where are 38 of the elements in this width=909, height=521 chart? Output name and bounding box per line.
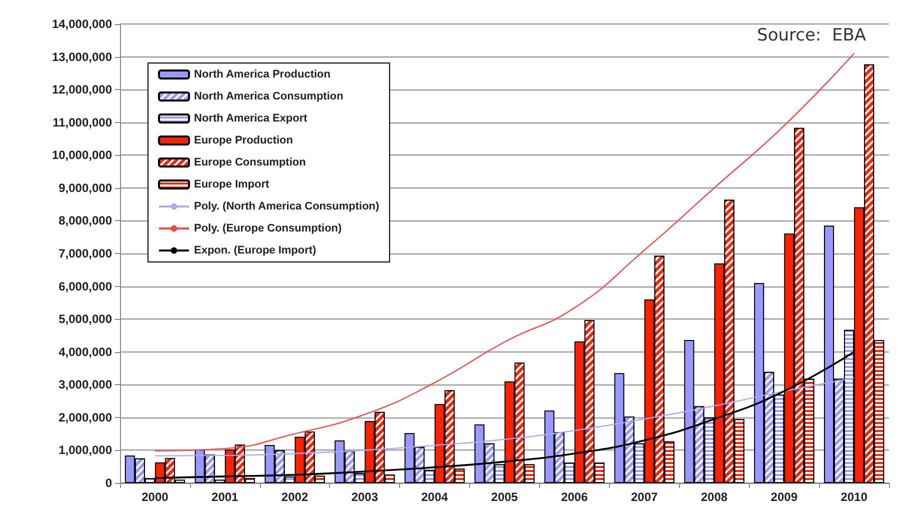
x-tick-label: 2008	[700, 490, 728, 504]
x-tick-label: 2007	[630, 490, 658, 504]
y-tick-label: 10,000,000	[52, 148, 112, 162]
x-tick-label: 2000	[142, 490, 169, 504]
legend-label: Europe Consumption	[194, 156, 306, 168]
line-series	[154, 377, 855, 456]
legend-label: Europe Import	[194, 178, 270, 190]
x-tick-label: 2003	[351, 490, 378, 504]
x-tick-label: 2010	[840, 490, 868, 504]
legend-label: North America Production	[194, 68, 331, 80]
annotation: Source: EBA	[757, 26, 866, 46]
legend-label: Europe Production	[194, 134, 294, 146]
x-tick-label: 2001	[212, 490, 239, 504]
y-tick-label: 9,000,000	[58, 180, 112, 195]
x-tick-label: 2004	[421, 490, 448, 504]
y-tick-label: 11,000,000	[52, 115, 112, 130]
y-tick-label: 6,000,000	[58, 279, 112, 294]
x-tick-label: 2006	[561, 490, 588, 504]
y-tick-label: 13,000,000	[52, 50, 112, 64]
y-tick-label: 12,000,000	[52, 82, 112, 97]
legend-label: North America Export	[194, 112, 308, 124]
y-tick-label: 2,000,000	[58, 410, 112, 424]
y-tick-label: 0	[105, 476, 112, 490]
line-series	[154, 52, 855, 452]
legend-label: Poly. (North America Consumption)	[194, 200, 380, 212]
legend-label: North America Consumption	[194, 90, 344, 102]
y-tick-label: 14,000,000	[52, 17, 112, 31]
y-tick-label: 1,000,000	[58, 443, 112, 458]
y-tick-label: 3,000,000	[58, 378, 112, 392]
y-tick-label: 5,000,000	[58, 312, 112, 326]
legend-label: Expon. (Europe Import)	[194, 244, 317, 256]
y-tick-label: 4,000,000	[58, 344, 112, 359]
x-tick-label: 2002	[281, 490, 308, 504]
x-tick-label: 2009	[770, 490, 798, 504]
x-tick-label: 2005	[491, 490, 518, 504]
legend-label: Poly. (Europe Consumption)	[194, 222, 342, 234]
y-tick-label: 7,000,000	[58, 246, 112, 260]
y-tick-label: 8,000,000	[58, 214, 112, 228]
